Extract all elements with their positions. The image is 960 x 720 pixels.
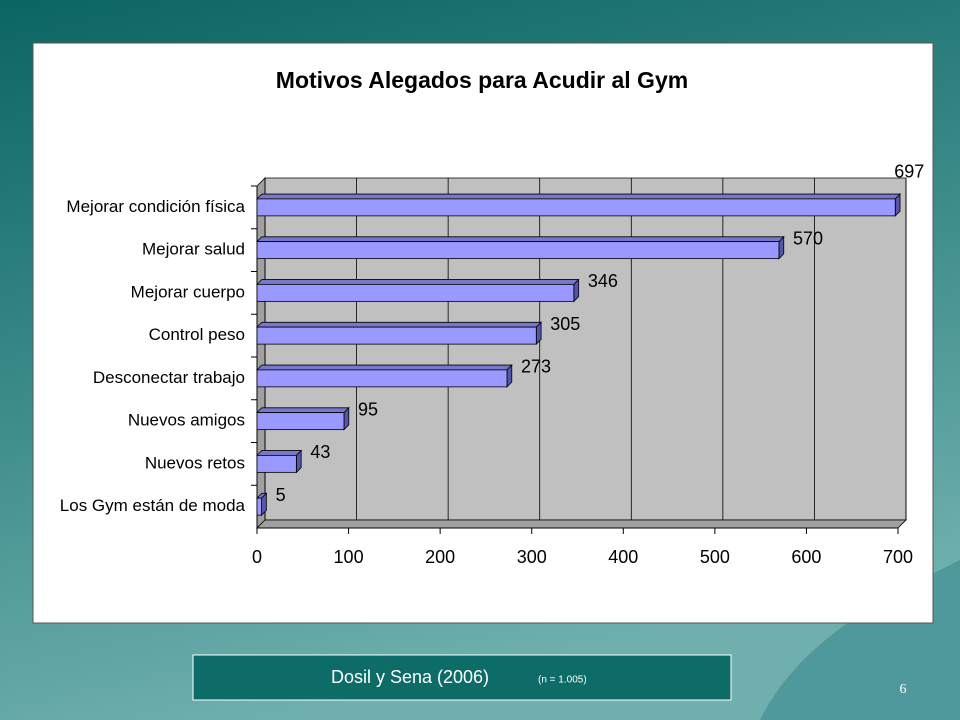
- chart-title: Motivos Alegados para Acudir al Gym: [276, 67, 688, 93]
- value-label: 346: [588, 271, 618, 291]
- bar-top: [256, 407, 350, 414]
- bar-top: [256, 193, 902, 200]
- x-tick-label: 100: [334, 547, 364, 567]
- bar: [256, 454, 297, 473]
- citation-box: [192, 654, 732, 701]
- bar: [256, 283, 575, 302]
- citation: Dosil y Sena (2006): [331, 667, 489, 687]
- value-label: 5: [276, 485, 286, 505]
- y-tick-label: Mejorar cuerpo: [131, 282, 245, 301]
- bar: [256, 497, 262, 516]
- y-tick-label: Mejorar salud: [142, 240, 245, 259]
- page-number: 6: [900, 682, 907, 697]
- value-label: 305: [550, 314, 580, 334]
- y-tick-label: Desconectar trabajo: [93, 368, 245, 387]
- x-tick-label: 700: [883, 547, 913, 567]
- bar-top: [256, 450, 303, 456]
- plot: 0 100 200 300 400 500 600 700 Mejorar condición …: [60, 162, 924, 567]
- bar-top: [256, 236, 785, 243]
- y-tick-label: Nuevos retos: [145, 453, 245, 472]
- y-tick-label: Mejorar condición física: [66, 197, 245, 216]
- bar-top: [256, 279, 580, 285]
- bar: [256, 412, 345, 431]
- value-label: 95: [358, 399, 378, 419]
- x-tick-label: 400: [608, 547, 638, 567]
- bar: [256, 369, 508, 388]
- x-tick-label: 600: [791, 547, 821, 567]
- value-label: 697: [894, 162, 924, 182]
- bar-top: [256, 364, 513, 371]
- x-tick-label: 0: [252, 547, 262, 567]
- x-tick-label: 200: [425, 547, 455, 567]
- bar: [256, 241, 780, 260]
- x-tick-label: 300: [517, 547, 547, 567]
- bar: [256, 326, 537, 345]
- bar-top: [256, 321, 543, 328]
- value-label: 273: [521, 357, 551, 377]
- y-tick-label: Nuevos amigos: [128, 411, 245, 430]
- side-wall: [256, 177, 266, 529]
- sample-note: (n = 1.005): [538, 675, 587, 686]
- y-tick-label: Control peso: [149, 325, 245, 344]
- y-tick-label: Los Gym están de moda: [60, 496, 246, 515]
- value-label: 570: [793, 228, 823, 248]
- bar: [256, 198, 896, 217]
- floor: [256, 519, 907, 529]
- x-tick-label: 500: [700, 547, 730, 567]
- value-label: 43: [310, 442, 330, 462]
